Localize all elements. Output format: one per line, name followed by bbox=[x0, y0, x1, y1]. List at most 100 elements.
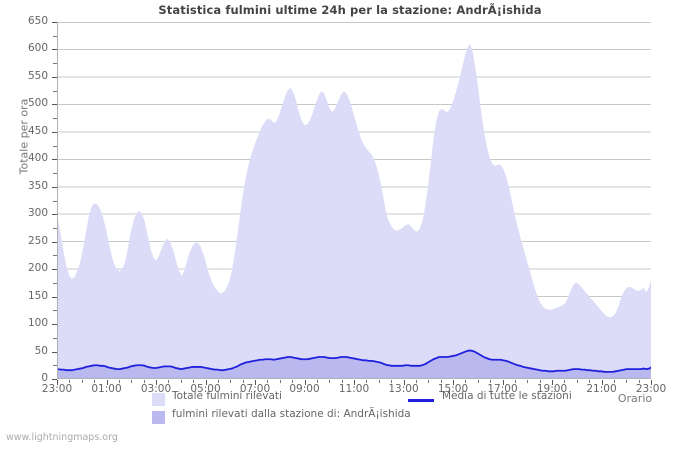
x-tick-minor bbox=[613, 380, 615, 383]
x-tick-minor bbox=[589, 380, 591, 383]
legend-label: fulmini rilevati dalla stazione di: Andr… bbox=[172, 408, 411, 420]
series-line-average bbox=[58, 349, 651, 373]
x-tick-minor bbox=[428, 380, 430, 383]
x-tick-mark bbox=[255, 380, 256, 385]
x-tick-minor bbox=[180, 380, 182, 383]
x-tick-mark bbox=[354, 380, 355, 385]
x-tick-minor bbox=[415, 380, 417, 383]
x-tick-mark bbox=[601, 380, 603, 385]
x-tick-mark bbox=[205, 380, 207, 385]
x-tick-minor bbox=[477, 380, 479, 383]
y-tick-label: 400 bbox=[27, 152, 48, 165]
x-tick-minor bbox=[440, 380, 442, 383]
x-tick-minor bbox=[81, 380, 83, 383]
x-tick-label: 05:00 bbox=[190, 383, 221, 395]
x-tick-mark bbox=[403, 380, 405, 385]
x-tick-minor bbox=[391, 380, 393, 383]
y-tick-minor bbox=[53, 200, 57, 202]
x-tick-minor bbox=[527, 380, 529, 383]
y-tick-label: 450 bbox=[27, 124, 48, 137]
y-tick-mark bbox=[52, 22, 57, 23]
x-tick-label: 23:00 bbox=[635, 383, 667, 395]
x-tick-mark bbox=[106, 380, 108, 385]
x-tick-label: 07:00 bbox=[239, 383, 271, 395]
y-tick-minor bbox=[53, 145, 57, 147]
legend-color-swatch bbox=[152, 393, 165, 406]
x-tick-minor bbox=[638, 380, 640, 383]
x-tick-label: 03:00 bbox=[140, 383, 172, 395]
y-tick-mark bbox=[52, 186, 57, 188]
x-axis-label: Orario bbox=[617, 392, 653, 405]
x-tick-minor bbox=[626, 380, 628, 383]
y-tick-label: 0 bbox=[41, 372, 48, 384]
y-tick-label: 600 bbox=[27, 42, 48, 55]
y-tick-label: 650 bbox=[27, 15, 48, 27]
x-tick-minor bbox=[539, 380, 541, 383]
y-tick-minor bbox=[53, 310, 57, 312]
x-tick-minor bbox=[94, 380, 96, 383]
y-tick-mark bbox=[52, 379, 57, 380]
y-tick-mark bbox=[52, 76, 57, 78]
plot-svg bbox=[58, 22, 651, 378]
x-tick-minor bbox=[329, 380, 331, 383]
x-tick-minor bbox=[131, 380, 133, 383]
y-tick-minor bbox=[53, 337, 57, 339]
x-tick-label: 13:00 bbox=[388, 383, 419, 395]
x-tick-mark bbox=[304, 380, 306, 385]
y-tick-label: 250 bbox=[27, 234, 48, 247]
x-tick-minor bbox=[193, 380, 195, 383]
x-tick-minor bbox=[341, 380, 343, 383]
x-tick-mark bbox=[57, 380, 58, 385]
x-tick-minor bbox=[490, 380, 492, 383]
x-tick-minor bbox=[279, 380, 281, 383]
y-tick-minor bbox=[53, 63, 57, 65]
y-tick-mark bbox=[52, 104, 57, 106]
x-tick-label: 19:00 bbox=[536, 383, 568, 395]
chart-legend: Totale fulmini rilevati fulmini rilevati … bbox=[0, 390, 700, 430]
y-tick-mark bbox=[52, 214, 57, 216]
y-tick-mark bbox=[52, 131, 57, 133]
y-tick-mark bbox=[52, 49, 57, 51]
x-tick-minor bbox=[267, 380, 269, 383]
x-tick-mark bbox=[552, 380, 553, 385]
x-tick-minor bbox=[316, 380, 318, 383]
y-tick-mark bbox=[52, 269, 57, 271]
x-tick-label: 17:00 bbox=[487, 383, 518, 395]
x-tick-minor bbox=[69, 380, 71, 383]
x-tick-mark bbox=[651, 380, 652, 385]
series-area-station bbox=[58, 350, 651, 378]
x-tick-minor bbox=[168, 380, 170, 383]
legend-color-swatch bbox=[152, 411, 165, 424]
page-title: Statistica fulmini ultime 24h per la sta… bbox=[158, 3, 542, 17]
y-tick-minor bbox=[53, 35, 57, 37]
x-tick-label: 01:00 bbox=[91, 383, 122, 395]
y-tick-label: 150 bbox=[27, 289, 48, 302]
y-tick-mark bbox=[52, 159, 57, 161]
x-tick-label: 21:00 bbox=[586, 383, 617, 395]
y-tick-minor bbox=[53, 365, 57, 367]
legend-label: Media di tutte le stazioni bbox=[442, 390, 572, 402]
x-tick-minor bbox=[292, 380, 294, 383]
y-tick-label: 500 bbox=[27, 97, 48, 110]
y-tick-mark bbox=[52, 324, 57, 326]
y-tick-mark bbox=[52, 351, 57, 353]
y-tick-minor bbox=[53, 90, 57, 92]
y-tick-minor bbox=[53, 173, 57, 175]
x-tick-label: 09:00 bbox=[289, 383, 320, 395]
x-tick-minor bbox=[564, 380, 566, 383]
y-tick-mark bbox=[52, 296, 57, 298]
x-tick-minor bbox=[378, 380, 380, 383]
y-tick-minor bbox=[53, 255, 57, 257]
x-tick-mark bbox=[156, 380, 157, 385]
x-tick-label: 11:00 bbox=[338, 383, 370, 395]
x-tick-minor bbox=[118, 380, 120, 383]
legend-label: Totale fulmini rilevati bbox=[172, 390, 282, 402]
y-tick-label: 200 bbox=[27, 262, 48, 275]
y-tick-minor bbox=[53, 118, 57, 120]
y-tick-minor bbox=[53, 282, 57, 284]
x-tick-label: 15:00 bbox=[437, 383, 469, 395]
y-tick-label: 300 bbox=[27, 207, 48, 220]
x-tick-minor bbox=[242, 380, 244, 383]
footer-attribution: www.lightningmaps.org bbox=[6, 432, 118, 443]
